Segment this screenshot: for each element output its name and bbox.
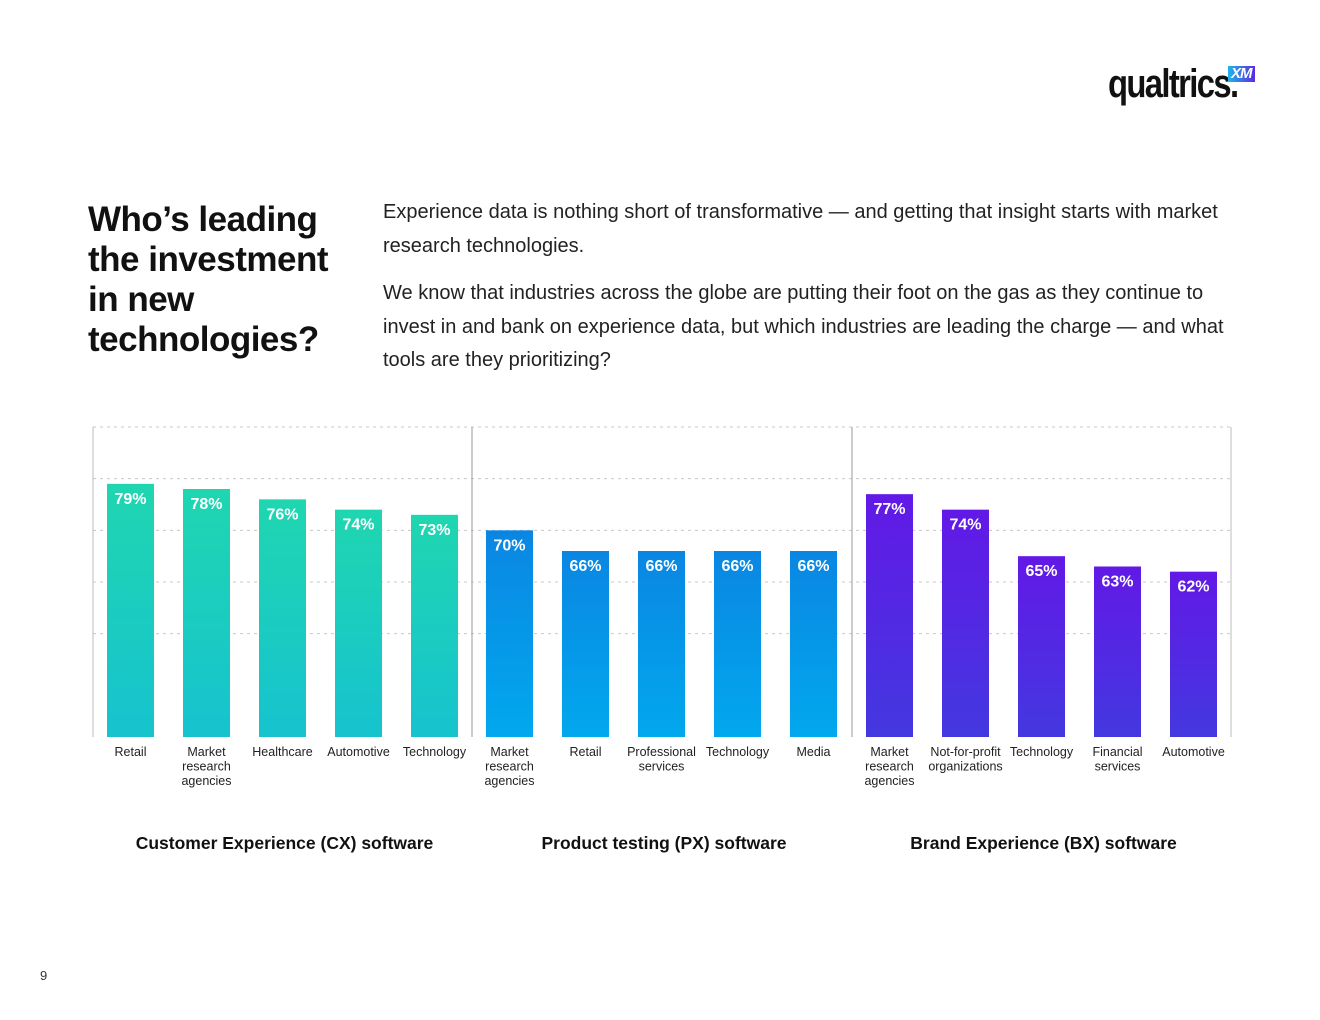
category-label: Market research agencies	[864, 745, 914, 788]
bar-value-label: 78%	[190, 496, 222, 513]
bar-value-label: 77%	[873, 501, 905, 518]
bar	[1170, 571, 1217, 737]
page-title: Who’s leading the investment in new tech…	[88, 200, 329, 359]
bar	[107, 483, 154, 737]
category-label: Retail	[115, 745, 147, 759]
bar	[486, 530, 533, 737]
category-label: Professional services	[627, 745, 696, 774]
bar	[714, 551, 761, 737]
category-label: Technology	[1010, 745, 1074, 759]
category-label: Financial services	[1092, 745, 1142, 774]
bar	[183, 489, 230, 737]
bar	[411, 514, 458, 737]
bar-value-label: 63%	[1101, 574, 1133, 591]
bar	[790, 551, 837, 737]
bar-value-label: 74%	[949, 517, 981, 534]
page-number: 9	[40, 968, 48, 983]
bar-value-label: 66%	[645, 558, 677, 575]
group-title: Product testing (PX) software	[541, 833, 786, 853]
category-label: Retail	[570, 745, 602, 759]
bar-value-label: 66%	[797, 558, 829, 575]
category-label: Healthcare	[252, 745, 312, 759]
bar	[259, 499, 306, 737]
group-title: Customer Experience (CX) software	[136, 833, 434, 853]
bar	[942, 509, 989, 737]
intro-paragraph-1: Experience data is nothing short of tran…	[383, 201, 1218, 257]
logo-wordmark: qualtrics.	[1108, 62, 1239, 106]
bar	[1094, 566, 1141, 737]
category-label: Media	[796, 745, 830, 759]
category-label: Technology	[706, 745, 770, 759]
bar-value-label: 76%	[266, 506, 298, 523]
category-label: Automotive	[1162, 745, 1225, 759]
intro-text: Experience data is nothing short of tran…	[383, 196, 1233, 392]
category-label: Not-for-profit organizations	[928, 745, 1002, 774]
category-label: Technology	[403, 745, 467, 759]
bar-value-label: 62%	[1177, 579, 1209, 596]
bar-value-label: 74%	[342, 517, 374, 534]
bar	[866, 494, 913, 737]
bar	[562, 551, 609, 737]
logo-xm-badge: XM	[1228, 66, 1255, 82]
bar-value-label: 79%	[114, 491, 146, 508]
bar-value-label: 66%	[721, 558, 753, 575]
bar-value-label: 65%	[1025, 563, 1057, 580]
category-label: Market research agencies	[484, 745, 534, 788]
category-label: Market research agencies	[181, 745, 231, 788]
bar-value-label: 66%	[569, 558, 601, 575]
bar-value-label: 73%	[418, 522, 450, 539]
bar-value-label: 70%	[493, 537, 525, 554]
bar	[638, 551, 685, 737]
qualtrics-logo: qualtrics. XM	[1108, 62, 1266, 106]
bar	[335, 509, 382, 737]
bar	[1018, 556, 1065, 737]
group-title: Brand Experience (BX) software	[910, 833, 1177, 853]
intro-paragraph-2: We know that industries across the globe…	[383, 282, 1224, 371]
category-label: Automotive	[327, 745, 390, 759]
